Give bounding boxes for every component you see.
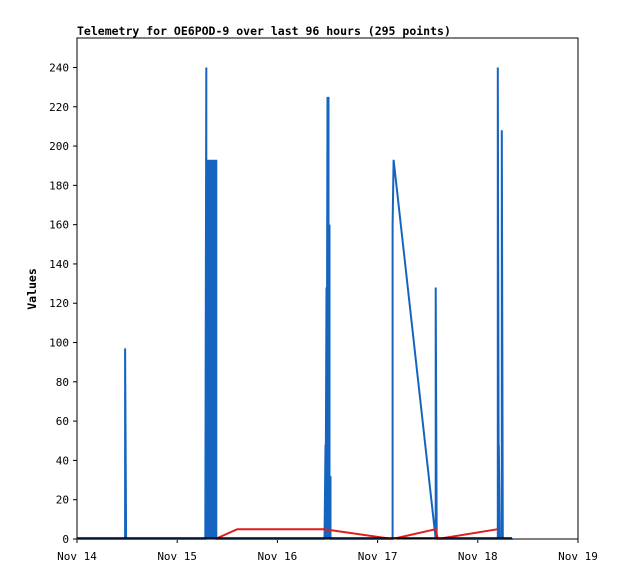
y-tick-label: 160 [49, 219, 69, 232]
series-line-2 [214, 527, 498, 541]
y-tick-label: 100 [49, 337, 69, 350]
series-line-1 [77, 67, 513, 540]
y-tick-label: 40 [56, 454, 69, 467]
x-ticks: Nov 14 Nov 15 Nov 16 Nov 17 Nov 18 Nov 19 [57, 539, 598, 563]
series-layer [77, 67, 513, 541]
x-tick-label: Nov 14 [57, 550, 97, 563]
y-tick-label: 220 [49, 101, 69, 114]
y-tick-label: 0 [62, 533, 69, 546]
x-tick-label: Nov 19 [558, 550, 598, 563]
chart-title: Telemetry for OE6POD-9 over last 96 hour… [77, 24, 451, 38]
y-tick-label: 20 [56, 494, 69, 507]
y-ticks: 0 20 40 60 80 100 120 140 160 180 200 220 240 [49, 61, 77, 546]
y-tick-label: 60 [56, 415, 69, 428]
x-tick-label: Nov 18 [458, 550, 498, 563]
y-tick-label: 140 [49, 258, 69, 271]
y-tick-label: 120 [49, 297, 69, 310]
y-tick-label: 240 [49, 61, 69, 74]
y-tick-label: 80 [56, 376, 69, 389]
y-tick-label: 200 [49, 140, 69, 153]
x-tick-label: Nov 16 [258, 550, 298, 563]
x-tick-label: Nov 15 [157, 550, 197, 563]
y-tick-label: 180 [49, 179, 69, 192]
y-axis-label: Values [25, 268, 39, 310]
x-tick-label: Nov 17 [358, 550, 398, 563]
